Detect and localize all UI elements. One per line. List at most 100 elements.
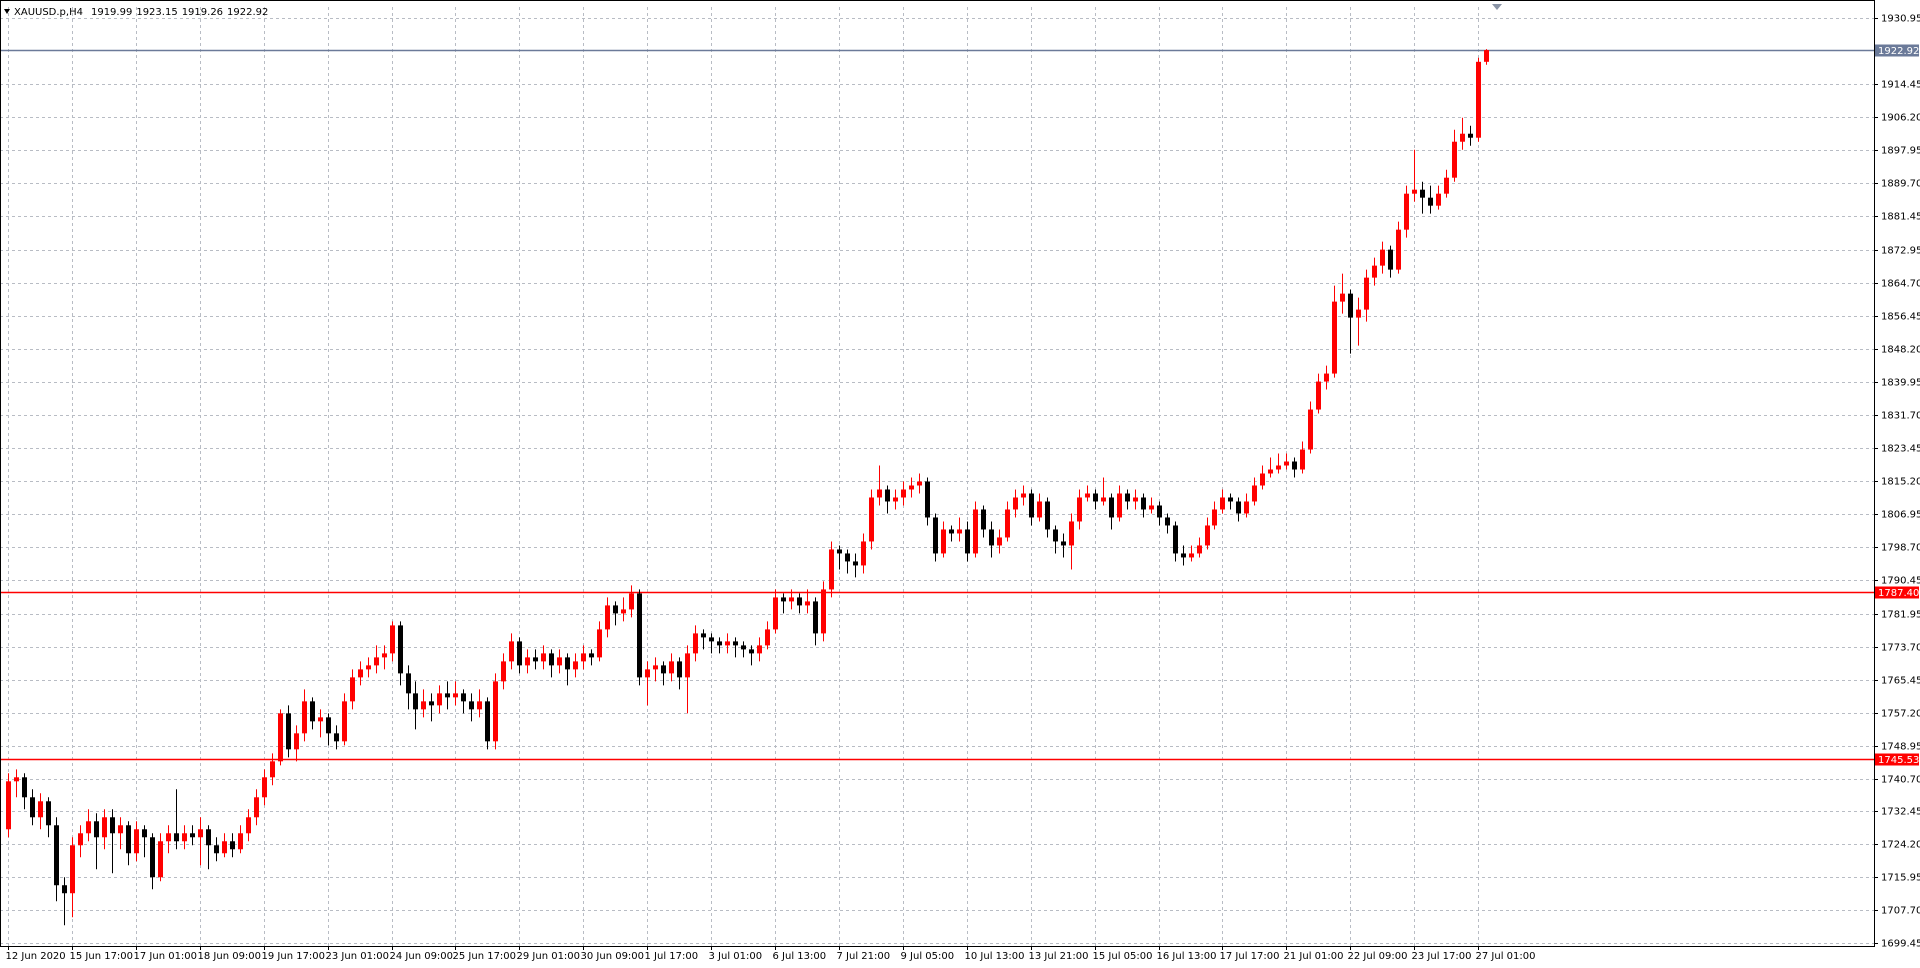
y-tick-label: 1740.70 (1881, 775, 1920, 786)
candle-body (238, 833, 243, 850)
open: 1919.99 (91, 7, 132, 18)
candle-body (102, 817, 107, 838)
candle-body (1045, 501, 1050, 530)
candle-body (717, 641, 722, 646)
x-tick-label: 17 Jun 01:00 (134, 951, 198, 962)
candle-body (1300, 449, 1305, 470)
candle-body (1189, 553, 1194, 558)
y-tick-label: 1872.95 (1881, 246, 1920, 257)
candle-body (1157, 505, 1162, 518)
candle-body (1332, 301, 1337, 374)
x-tick-label: 13 Jul 21:00 (1029, 951, 1089, 962)
candle-body (477, 701, 482, 710)
x-tick-label: 23 Jun 01:00 (326, 951, 390, 962)
level-label: 1745.53 (1878, 755, 1919, 766)
candle-body (933, 517, 938, 554)
candle-body (837, 549, 842, 554)
candle-body (869, 497, 874, 542)
candle-body (1220, 497, 1225, 510)
candle-body (1117, 493, 1122, 518)
candle-body (805, 601, 810, 606)
candle-body (1085, 493, 1090, 498)
y-tick-label: 1864.70 (1881, 279, 1920, 290)
candles (6, 49, 1489, 926)
candle-body (1228, 497, 1233, 502)
level-label: 1922.92 (1878, 46, 1919, 57)
candle-body (885, 489, 890, 502)
candle-body (230, 841, 235, 850)
candle-body (501, 661, 506, 682)
y-tick-label: 1707.70 (1881, 906, 1920, 917)
candle-body (374, 657, 379, 666)
candle-body (597, 629, 602, 658)
candle-body (741, 645, 746, 650)
candle-body (1412, 189, 1417, 194)
candle-body (1021, 493, 1026, 498)
x-tick-label: 19 Jun 17:00 (262, 951, 326, 962)
candle-body (1396, 229, 1401, 270)
candle-body (166, 833, 171, 842)
candle-body (1324, 373, 1329, 382)
y-tick-label: 1848.20 (1881, 345, 1920, 356)
candle-body (661, 665, 666, 674)
candle-body (278, 713, 283, 762)
candle-body (557, 657, 562, 666)
candle-body (677, 661, 682, 678)
candle-body (182, 833, 187, 842)
candle-body (765, 629, 770, 646)
candle-body (406, 673, 411, 694)
candle-body (733, 641, 738, 646)
x-tick-label: 23 Jul 17:00 (1412, 951, 1472, 962)
candle-body (685, 653, 690, 678)
y-tick-label: 1930.95 (1881, 14, 1920, 25)
candle-body (853, 561, 858, 566)
candle-body (789, 597, 794, 602)
candle-body (965, 529, 970, 554)
x-tick-label: 17 Jul 17:00 (1220, 951, 1280, 962)
candle-body (1173, 525, 1178, 554)
candle-body (917, 481, 922, 486)
candle-body (246, 817, 251, 834)
candle-body (797, 597, 802, 606)
candle-body (605, 605, 610, 630)
candle-body (821, 589, 826, 634)
level-label-box (1875, 44, 1919, 57)
x-tick-label: 1 Jul 17:00 (645, 951, 699, 962)
candle-body (845, 553, 850, 562)
level-label-box (1875, 753, 1919, 766)
candle-body (989, 529, 994, 546)
candle-body (1380, 249, 1385, 266)
candle-body (573, 661, 578, 670)
candle-body (1428, 197, 1433, 206)
candle-body (829, 549, 834, 590)
candle-body (437, 693, 442, 706)
candle-body (190, 833, 195, 838)
candle-body (1356, 309, 1361, 318)
candle-body (310, 701, 315, 722)
candle-body (1276, 465, 1281, 470)
candle-body (957, 529, 962, 534)
low: 1919.26 (182, 7, 223, 18)
candle-body (429, 701, 434, 706)
y-tick-label: 1806.95 (1881, 510, 1920, 521)
y-tick-label: 1831.70 (1881, 411, 1920, 422)
candle-body (150, 837, 155, 878)
y-tick-label: 1715.95 (1881, 873, 1920, 884)
level-label: 1787.40 (1878, 588, 1919, 599)
candle-body (126, 825, 131, 854)
candle-body (358, 669, 363, 678)
candle-body (909, 485, 914, 490)
candle-body (158, 841, 163, 878)
y-tick-label: 1773.70 (1881, 643, 1920, 654)
candle-body (38, 801, 43, 818)
y-tick-label: 1906.20 (1881, 113, 1920, 124)
candle-body (997, 537, 1002, 546)
axes: 1930.95 1914.45 1906.20 1897.95 1889.70 1881.… (6, 14, 1920, 963)
grid (0, 7, 1874, 946)
level-label-box (1875, 586, 1919, 599)
x-tick-label: 10 Jul 13:00 (965, 951, 1025, 962)
x-tick-label: 27 Jul 01:00 (1476, 951, 1536, 962)
candle-body (589, 653, 594, 658)
x-tick-label: 15 Jun 17:00 (70, 951, 134, 962)
candle-body (637, 593, 642, 678)
